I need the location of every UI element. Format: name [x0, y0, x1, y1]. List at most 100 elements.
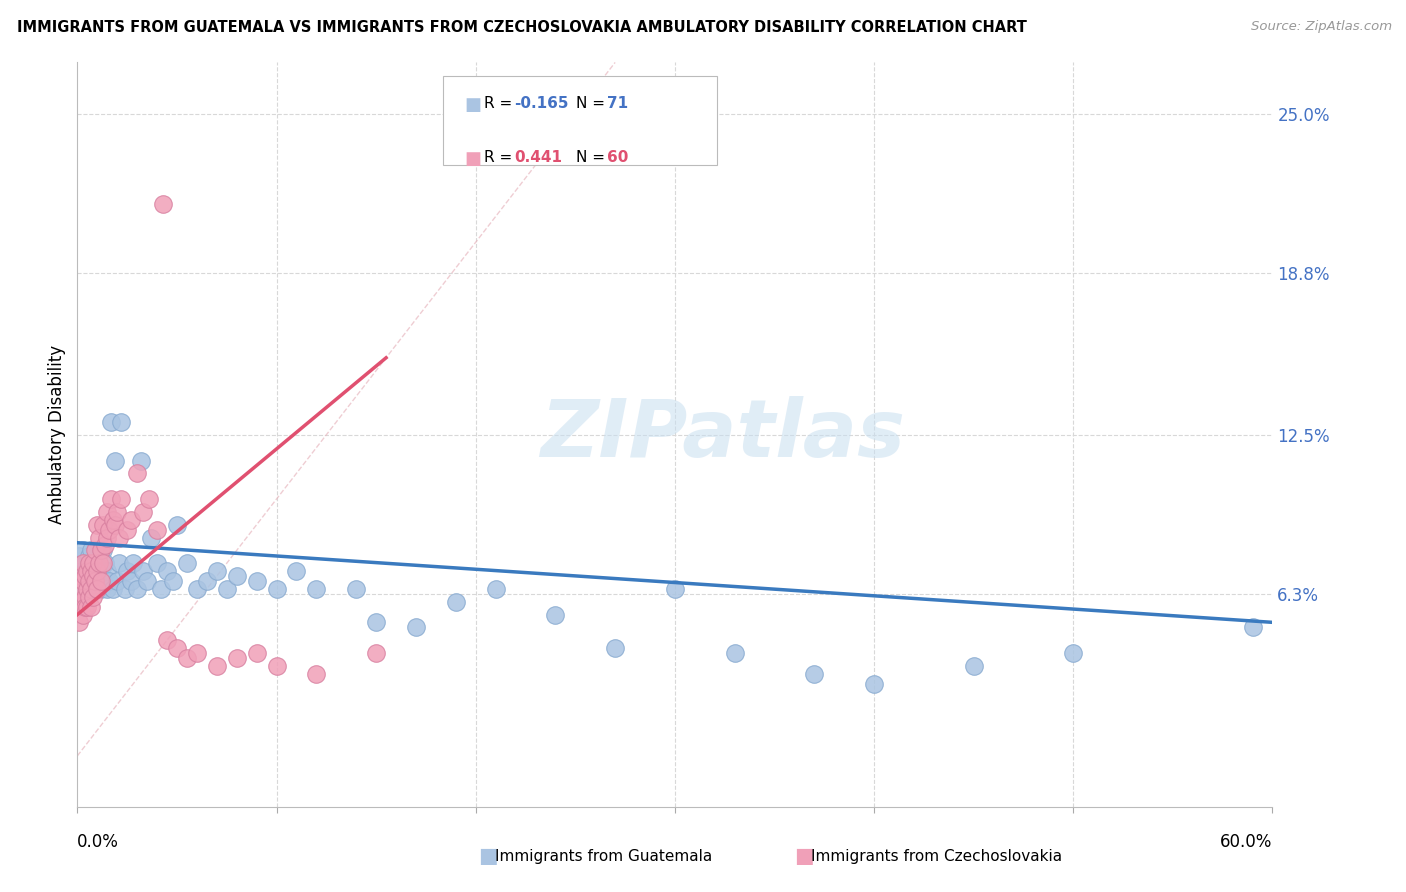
Point — [162, 574, 184, 589]
Point — [75, 590, 97, 604]
Point — [86, 564, 108, 578]
Point — [1241, 620, 1264, 634]
Point — [100, 415, 122, 429]
Text: 60: 60 — [607, 150, 628, 165]
Point — [132, 564, 155, 578]
Point — [86, 517, 108, 532]
Point — [79, 590, 101, 604]
Point — [122, 556, 145, 570]
Point — [120, 513, 142, 527]
Point — [70, 582, 93, 596]
Text: ■: ■ — [478, 847, 498, 866]
Point — [72, 574, 94, 589]
Point — [79, 556, 101, 570]
Point — [127, 467, 149, 481]
Point — [863, 677, 886, 691]
Point — [166, 640, 188, 655]
Point — [90, 574, 112, 589]
Point — [84, 574, 107, 589]
Point — [67, 549, 90, 563]
Point — [76, 564, 98, 578]
Point — [80, 564, 103, 578]
Point — [104, 453, 127, 467]
Point — [104, 517, 127, 532]
Text: -0.165: -0.165 — [515, 96, 569, 112]
Point — [86, 556, 108, 570]
Point — [366, 615, 388, 630]
Point — [803, 666, 825, 681]
Point — [215, 582, 238, 596]
Point — [86, 582, 108, 596]
Point — [305, 582, 328, 596]
Point — [176, 556, 198, 570]
Point — [79, 549, 101, 563]
Point — [136, 574, 159, 589]
Point — [152, 196, 174, 211]
Point — [82, 564, 104, 578]
Point — [186, 646, 208, 660]
Point — [115, 564, 138, 578]
Point — [444, 595, 467, 609]
Point — [79, 574, 101, 589]
Text: 60.0%: 60.0% — [1220, 833, 1272, 851]
Point — [82, 556, 104, 570]
Point — [114, 582, 136, 596]
Point — [285, 564, 308, 578]
Point — [225, 569, 247, 583]
Point — [79, 569, 101, 583]
Point — [72, 569, 94, 583]
Text: IMMIGRANTS FROM GUATEMALA VS IMMIGRANTS FROM CZECHOSLOVAKIA AMBULATORY DISABILIT: IMMIGRANTS FROM GUATEMALA VS IMMIGRANTS … — [17, 20, 1026, 35]
Text: ■: ■ — [464, 150, 481, 168]
Point — [91, 543, 114, 558]
Point — [129, 453, 152, 467]
Point — [605, 640, 627, 655]
Point — [166, 517, 188, 532]
Point — [963, 659, 986, 673]
Text: ■: ■ — [464, 96, 481, 114]
Point — [405, 620, 427, 634]
Point — [82, 574, 104, 589]
Point — [76, 599, 98, 614]
Point — [67, 615, 90, 630]
Text: R =: R = — [484, 96, 512, 112]
Point — [91, 517, 114, 532]
Point — [94, 538, 117, 552]
Point — [82, 590, 104, 604]
Text: Immigrants from Czechoslovakia: Immigrants from Czechoslovakia — [811, 849, 1063, 863]
Point — [139, 531, 162, 545]
Text: Immigrants from Guatemala: Immigrants from Guatemala — [495, 849, 713, 863]
Point — [205, 659, 228, 673]
Point — [90, 582, 112, 596]
Point — [266, 659, 288, 673]
Point — [96, 582, 118, 596]
Point — [110, 415, 132, 429]
Point — [105, 574, 128, 589]
Point — [70, 595, 93, 609]
Point — [103, 582, 124, 596]
Point — [108, 531, 131, 545]
Point — [86, 574, 108, 589]
Point — [75, 574, 97, 589]
Point — [98, 523, 121, 537]
Point — [76, 582, 98, 596]
Text: 71: 71 — [607, 96, 628, 112]
Point — [146, 523, 169, 537]
Text: Source: ZipAtlas.com: Source: ZipAtlas.com — [1251, 20, 1392, 33]
Point — [76, 582, 98, 596]
Point — [103, 513, 124, 527]
Point — [205, 564, 228, 578]
Point — [72, 543, 94, 558]
Point — [344, 582, 367, 596]
Point — [225, 651, 247, 665]
Point — [80, 582, 103, 596]
Text: N =: N = — [576, 96, 606, 112]
Point — [266, 582, 288, 596]
Point — [98, 574, 121, 589]
Point — [80, 582, 103, 596]
Point — [176, 651, 198, 665]
Point — [89, 569, 111, 583]
Point — [96, 505, 118, 519]
Point — [115, 523, 138, 537]
Point — [156, 564, 179, 578]
Point — [75, 556, 97, 570]
